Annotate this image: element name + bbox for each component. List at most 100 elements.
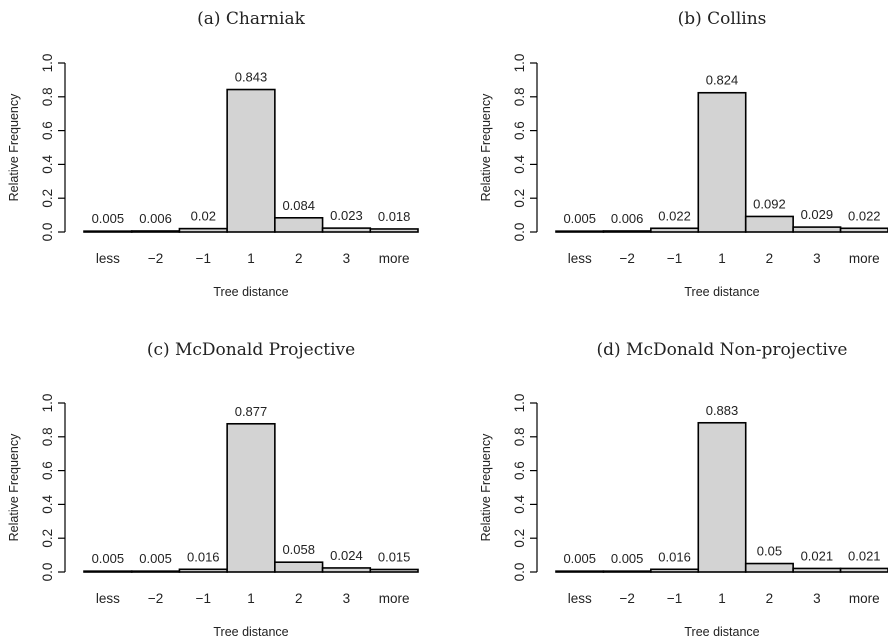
chart-title: (a) Charniak — [197, 9, 306, 29]
y-tick-label: 0.0 — [512, 563, 527, 582]
y-tick-label: 0.6 — [40, 121, 55, 140]
y-axis-label: Relative Frequency — [7, 433, 21, 541]
bar-1 — [83, 230, 133, 233]
bar-value-label: 0.005 — [563, 551, 596, 566]
x-tick-label: 3 — [343, 251, 351, 266]
chart-title: (b) Collins — [678, 9, 767, 29]
x-axis-label: Tree distance — [684, 285, 759, 299]
bar-7 — [369, 568, 419, 573]
x-tick-label: 1 — [718, 591, 726, 606]
y-axis-label: Relative Frequency — [7, 93, 21, 201]
x-tick-label: −1 — [667, 591, 682, 606]
y-axis-label: Relative Frequency — [479, 433, 493, 541]
bar-4 — [226, 88, 276, 233]
bar-value-label: 0.024 — [330, 548, 363, 563]
y-axis-label: Relative Frequency — [479, 93, 493, 201]
bar-6 — [792, 567, 842, 573]
x-tick-label: 1 — [718, 251, 726, 266]
bar-value-label: 0.092 — [753, 196, 786, 211]
y-tick-label: 1.0 — [512, 54, 527, 73]
x-tick-label: less — [568, 591, 592, 606]
x-tick-label: −2 — [619, 251, 634, 266]
x-tick-label: 2 — [766, 251, 774, 266]
y-tick-label: 1.0 — [40, 54, 55, 73]
bar-3 — [178, 568, 228, 573]
bar-3 — [178, 227, 228, 233]
x-tick-label: 3 — [813, 591, 821, 606]
bar-4 — [226, 422, 276, 573]
y-tick-label: 0.2 — [512, 189, 527, 208]
bar-6 — [321, 567, 372, 573]
x-tick-label: −2 — [619, 591, 634, 606]
x-tick-label: −1 — [667, 251, 682, 266]
y-tick-label: 0.8 — [40, 87, 55, 106]
x-tick-label: −2 — [148, 251, 163, 266]
bar-value-label: 0.021 — [801, 548, 834, 563]
bar-value-label: 0.005 — [139, 551, 172, 566]
y-tick-label: 0.8 — [512, 427, 527, 446]
bar-2 — [130, 230, 181, 233]
bar-value-label: 0.824 — [706, 73, 739, 88]
bar-7 — [369, 228, 419, 233]
x-tick-label: more — [379, 591, 410, 606]
x-tick-label: 2 — [295, 251, 303, 266]
bar-value-label: 0.022 — [658, 208, 691, 223]
bar-7 — [839, 227, 888, 233]
bar-value-label: 0.005 — [563, 211, 596, 226]
x-tick-label: −1 — [196, 251, 211, 266]
x-tick-label: less — [96, 591, 120, 606]
y-tick-label: 1.0 — [40, 394, 55, 413]
bar-value-label: 0.006 — [611, 211, 644, 226]
x-tick-label: more — [849, 591, 880, 606]
bar-6 — [792, 226, 842, 233]
chart-panel-mcdonald-projective: (c) McDonald Projective 0.0 0.2 0.4 0.6 0.8 1.… — [7, 340, 419, 638]
bar-2 — [602, 230, 652, 233]
bar-7 — [839, 567, 888, 573]
bar-value-label: 0.023 — [330, 208, 363, 223]
y-tick-label: 0.6 — [512, 121, 527, 140]
x-tick-label: less — [96, 251, 120, 266]
bar-value-label: 0.084 — [282, 198, 315, 213]
y-tick-label: 0.0 — [40, 223, 55, 242]
x-tick-label: −2 — [148, 591, 163, 606]
bar-6 — [321, 227, 372, 233]
x-tick-label: −1 — [196, 591, 211, 606]
chart-panel-mcdonald-non-projective: (d) McDonald Non-projective 0.0 0.2 0.4 0.6 0… — [479, 340, 888, 638]
chart-panel-collins: (b) Collins 0.0 0.2 0.4 0.6 0.8 1.0 Relative Fr… — [479, 9, 888, 299]
bar-5 — [274, 217, 324, 233]
bar-value-label: 0.022 — [848, 208, 881, 223]
bar-value-label: 0.015 — [378, 549, 411, 564]
x-axis-label: Tree distance — [684, 625, 759, 638]
x-tick-label: 2 — [766, 591, 774, 606]
bar-value-label: 0.843 — [235, 70, 268, 85]
bar-value-label: 0.883 — [706, 403, 739, 418]
bar-value-label: 0.016 — [658, 549, 691, 564]
y-tick-label: 1.0 — [512, 394, 527, 413]
bar-value-label: 0.877 — [235, 404, 268, 419]
x-tick-label: more — [849, 251, 880, 266]
bar-value-label: 0.018 — [378, 209, 411, 224]
bar-value-label: 0.021 — [848, 548, 881, 563]
x-tick-label: 1 — [247, 591, 255, 606]
bar-value-label: 0.058 — [282, 542, 315, 557]
bar-2 — [130, 570, 181, 573]
y-tick-label: 0.2 — [512, 529, 527, 548]
x-tick-label: 2 — [295, 591, 303, 606]
x-tick-label: 1 — [247, 251, 255, 266]
y-tick-label: 0.4 — [512, 155, 527, 174]
bar-4 — [697, 91, 747, 233]
bar-3 — [650, 568, 700, 573]
y-tick-label: 0.2 — [40, 189, 55, 208]
chart-title: (d) McDonald Non-projective — [597, 340, 848, 360]
bar-1 — [555, 230, 605, 233]
x-tick-label: more — [379, 251, 410, 266]
y-tick-label: 0.4 — [40, 155, 55, 174]
y-tick-label: 0.6 — [512, 461, 527, 480]
bar-3 — [650, 227, 700, 233]
y-tick-label: 0.4 — [512, 495, 527, 514]
x-tick-label: 3 — [813, 251, 821, 266]
bar-value-label: 0.005 — [611, 551, 644, 566]
bar-value-label: 0.006 — [139, 211, 172, 226]
x-tick-label: less — [568, 251, 592, 266]
chart-panel-charniak: (a) Charniak 0.0 0.2 0.4 0.6 0.8 1.0 Relative F… — [7, 9, 419, 299]
